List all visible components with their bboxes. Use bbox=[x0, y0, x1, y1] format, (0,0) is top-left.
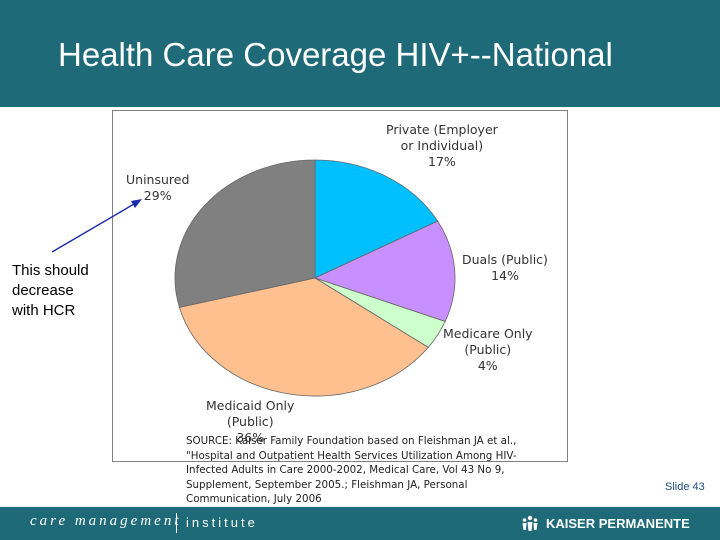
footer-brand-right: institute bbox=[186, 515, 258, 530]
kaiser-permanente-wordmark: KAISER PERMANENTE bbox=[546, 516, 690, 531]
slice-label-uninsured: Uninsured 29% bbox=[126, 172, 189, 204]
slice-label-medicare: Medicare Only (Public) 4% bbox=[443, 326, 533, 374]
hcr-annotation: This should decrease with HCR bbox=[12, 261, 89, 321]
label-line: Medicare Only bbox=[443, 326, 533, 341]
annotation-line: with HCR bbox=[12, 302, 76, 319]
slice-label-private: Private (Employer or Individual) 17% bbox=[386, 122, 498, 170]
label-line: or Individual) bbox=[400, 138, 484, 153]
label-line: (Public) bbox=[226, 414, 274, 429]
label-line: Medicaid Only bbox=[206, 398, 295, 413]
label-line: Uninsured bbox=[126, 172, 190, 187]
annotation-arrow-head bbox=[131, 199, 142, 208]
footer-brand-left: care management bbox=[30, 513, 182, 529]
slice-label-medicaid: Medicaid Only (Public) 36% bbox=[206, 398, 294, 446]
annotation-arrow-line bbox=[51, 203, 135, 253]
footer-divider bbox=[176, 513, 177, 533]
annotation-line: This should bbox=[12, 262, 89, 279]
label-percent: 4% bbox=[477, 358, 498, 373]
slice-label-duals: Duals (Public) 14% bbox=[462, 252, 548, 284]
label-percent: 29% bbox=[143, 188, 172, 203]
footer-bar: care management institute KAISER PERMANE… bbox=[0, 507, 720, 540]
slide-number: Slide 43 bbox=[665, 481, 705, 493]
source-note: SOURCE: Kaiser Family Foundation based o… bbox=[186, 435, 517, 505]
label-percent: 14% bbox=[491, 268, 519, 283]
kp-logo-icon bbox=[522, 515, 538, 531]
label-percent: 36% bbox=[236, 430, 265, 445]
label-line: Private (Employer bbox=[386, 122, 498, 137]
label-line: Duals (Public) bbox=[462, 252, 548, 267]
label-percent: 17% bbox=[428, 154, 456, 169]
pie-slice-uninsured bbox=[174, 159, 316, 308]
pie-slice-medicaid bbox=[178, 277, 429, 397]
title-banner: Health Care Coverage HIV+--National bbox=[0, 0, 720, 107]
pie-slice-duals bbox=[313, 220, 456, 322]
slide-title: Health Care Coverage HIV+--National bbox=[58, 36, 613, 73]
annotation-line: decrease bbox=[12, 282, 74, 299]
label-line: (Public) bbox=[464, 342, 512, 357]
pie-slice-private bbox=[314, 159, 439, 279]
